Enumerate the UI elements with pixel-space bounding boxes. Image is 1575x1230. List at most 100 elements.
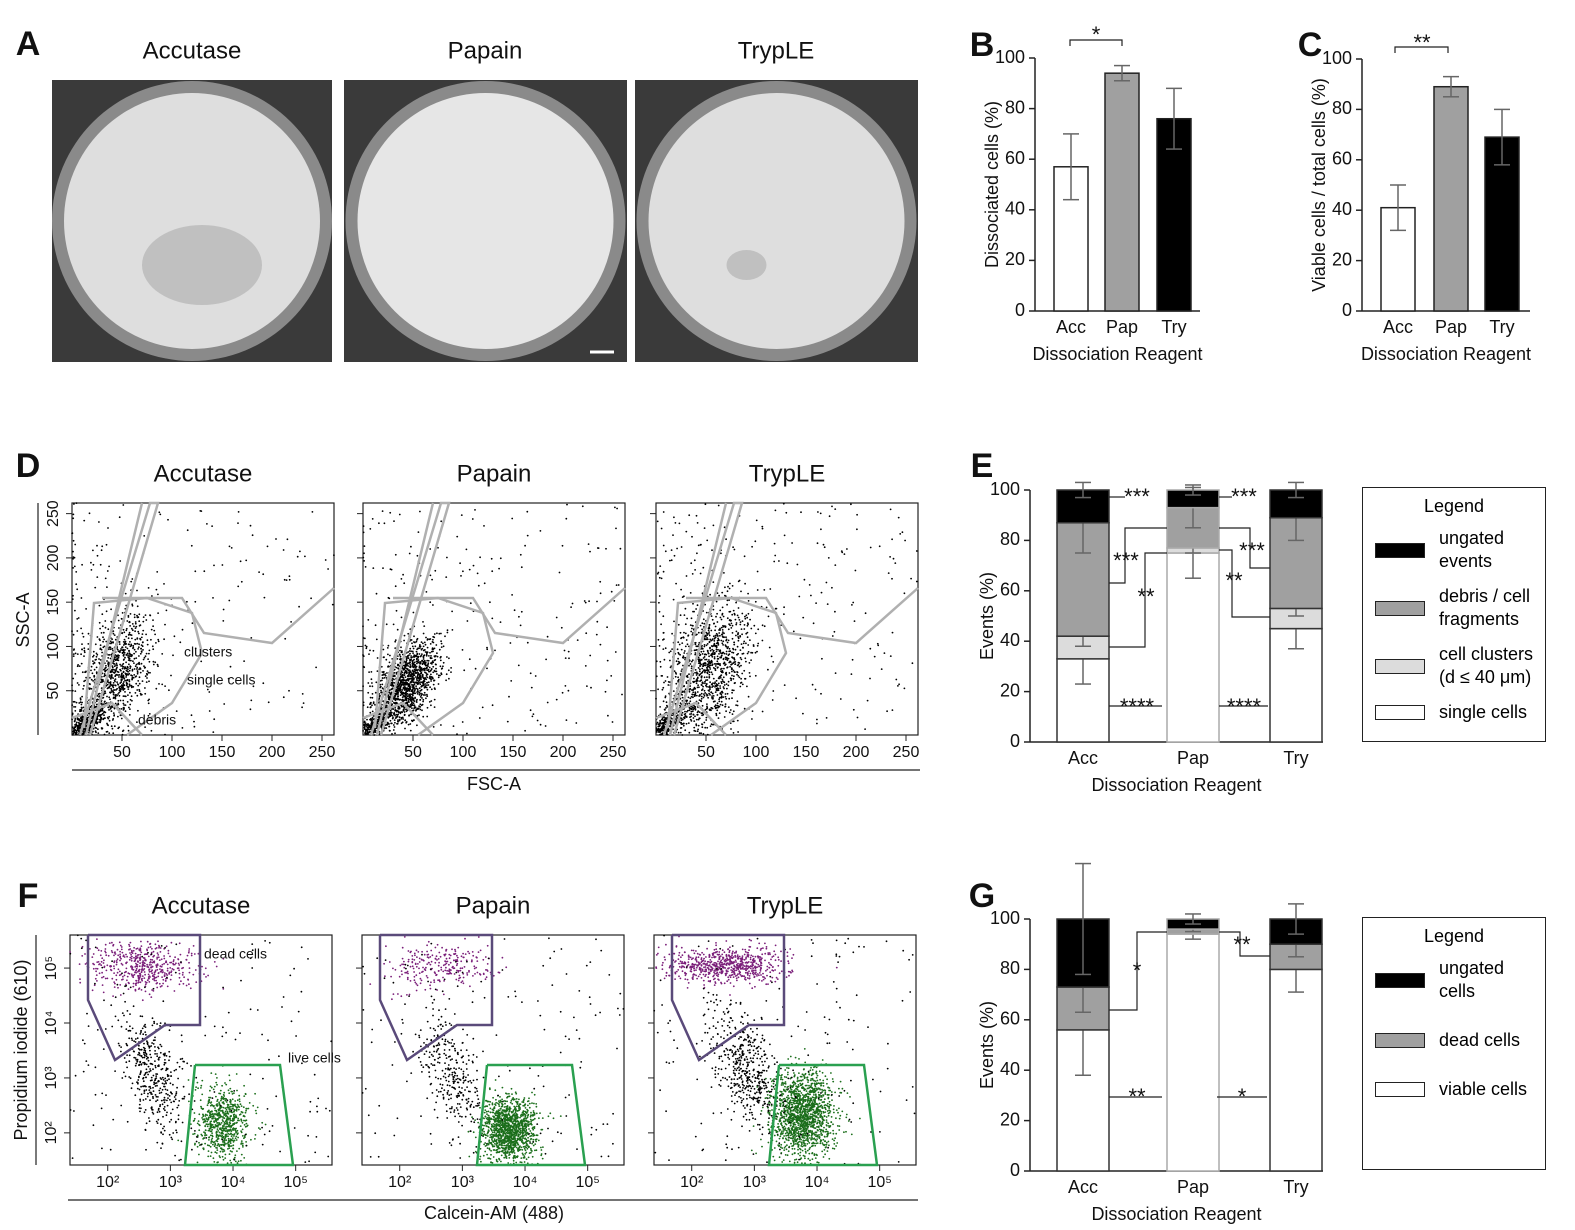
event-dot	[695, 645, 698, 648]
event-dot	[124, 710, 127, 713]
event-dot	[369, 696, 372, 699]
event-dot	[698, 658, 701, 661]
event-dot	[697, 544, 700, 547]
x-tick-label: 50	[404, 744, 422, 761]
event-dot	[741, 612, 744, 615]
event-dot	[89, 683, 91, 686]
event-dot	[112, 630, 115, 632]
event-dot	[401, 651, 403, 653]
event-dot	[431, 647, 434, 649]
event-dot	[411, 689, 414, 692]
event-dot	[117, 715, 119, 718]
event-dot	[436, 673, 438, 675]
event-dot	[726, 617, 729, 620]
event-dot	[400, 616, 403, 619]
event-dot	[379, 685, 382, 688]
event-dot	[375, 592, 378, 595]
event-dot	[432, 638, 434, 641]
event-dot	[137, 680, 140, 682]
event-dot	[894, 562, 897, 564]
event-dot	[724, 705, 726, 708]
event-dot	[107, 706, 110, 709]
event-dot	[142, 670, 144, 672]
event-dot	[753, 624, 756, 627]
event-dot	[532, 713, 535, 715]
panel-label: E	[971, 447, 994, 485]
event-dot	[728, 672, 731, 674]
event-dot	[186, 600, 188, 603]
gate	[668, 502, 728, 736]
event-dot	[144, 726, 147, 728]
event-dot	[408, 698, 411, 700]
event-dot	[367, 691, 370, 694]
event-dot	[713, 642, 716, 645]
event-dot	[730, 627, 733, 629]
event-dot	[72, 550, 74, 553]
event-dot	[120, 717, 123, 720]
event-dot	[412, 681, 415, 684]
event-dot	[706, 733, 709, 736]
event-dot	[418, 714, 420, 716]
event-dot	[403, 634, 406, 637]
event-dot	[145, 672, 148, 675]
event-dot	[80, 662, 83, 665]
event-dot	[390, 714, 392, 717]
event-dot	[430, 655, 432, 657]
event-dot	[73, 503, 75, 505]
event-dot	[111, 670, 113, 673]
event-dot	[735, 634, 737, 637]
event-dot	[714, 667, 716, 670]
event-dot	[109, 705, 111, 708]
event-dot	[747, 695, 750, 698]
event-dot	[595, 633, 598, 636]
event-dot	[756, 589, 759, 591]
event-dot	[138, 643, 141, 646]
event-dot	[397, 713, 399, 716]
event-dot	[370, 706, 372, 708]
event-dot	[79, 724, 81, 727]
event-dot	[362, 730, 364, 732]
event-dot	[656, 520, 659, 523]
event-dot	[124, 691, 126, 693]
event-dot	[430, 688, 433, 691]
event-dot	[388, 661, 391, 664]
event-dot	[701, 670, 704, 673]
event-dot	[128, 655, 131, 657]
event-dot	[108, 719, 111, 722]
event-dot	[78, 665, 81, 667]
event-dot	[418, 653, 421, 655]
event-dot	[101, 625, 104, 628]
event-dot	[110, 687, 112, 690]
event-dot	[886, 710, 888, 713]
event-dot	[134, 692, 137, 694]
event-dot	[660, 623, 662, 626]
event-dot	[659, 665, 662, 668]
event-dot	[567, 689, 570, 692]
event-dot	[725, 671, 728, 674]
event-dot	[100, 632, 103, 634]
event-dot	[675, 660, 678, 663]
event-dot	[116, 704, 118, 706]
event-dot	[95, 731, 97, 734]
event-dot	[370, 678, 373, 681]
event-dot	[76, 588, 79, 591]
event-dot	[114, 671, 116, 674]
event-dot	[399, 658, 401, 661]
event-dot	[419, 661, 422, 664]
event-dot	[71, 704, 74, 706]
x-tick-label: 250	[893, 744, 920, 761]
event-dot	[410, 650, 413, 653]
event-dot	[138, 690, 141, 692]
event-dot	[720, 681, 723, 683]
event-dot	[695, 694, 698, 697]
event-dot	[673, 670, 676, 672]
event-dot	[693, 693, 696, 696]
event-dot	[707, 629, 710, 632]
event-dot	[415, 672, 418, 674]
event-dot	[129, 645, 132, 648]
event-dot	[364, 725, 366, 728]
event-dot	[164, 623, 166, 626]
event-dot	[466, 732, 468, 735]
event-dot	[498, 567, 500, 570]
event-dot	[367, 619, 370, 621]
